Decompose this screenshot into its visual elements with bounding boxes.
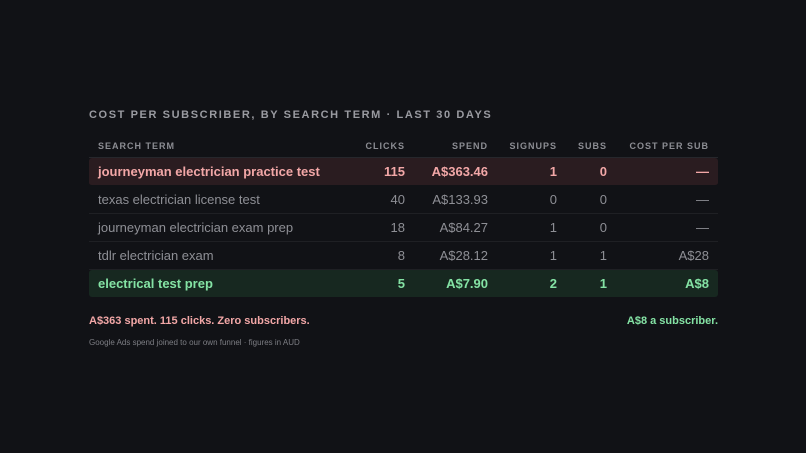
column-header-spend: SPEND (414, 135, 497, 158)
cell-search-term: texas electrician license test (89, 186, 349, 214)
summary-bad: A$363 spent. 115 clicks. Zero subscriber… (89, 315, 310, 327)
cell-spend: A$133.93 (414, 186, 497, 214)
summary-line: A$363 spent. 115 clicks. Zero subscriber… (89, 314, 718, 328)
cell-signups: 1 (497, 158, 566, 186)
cell-clicks: 115 (349, 158, 414, 186)
cell-subs: 1 (566, 270, 616, 297)
summary-good: A$8 a subscriber. (626, 315, 718, 327)
cell-subs: 0 (566, 186, 616, 214)
column-header-subs: SUBS (566, 135, 616, 158)
table-row: journeyman electrician exam prep 18 A$84… (89, 214, 718, 242)
cell-signups: 1 (497, 214, 566, 242)
table-row-worst: journeyman electrician practice test 115… (89, 158, 718, 186)
table-header-row: SEARCH TERM CLICKS SPEND SIGNUPS SUBS CO… (89, 135, 718, 158)
cell-spend: A$363.46 (414, 158, 497, 186)
cell-clicks: 40 (349, 186, 414, 214)
cell-cost-per-sub: A$8 (616, 270, 718, 297)
cell-spend: A$84.27 (414, 214, 497, 242)
cell-signups: 0 (497, 186, 566, 214)
cell-subs: 1 (566, 242, 616, 270)
cell-subs: 0 (566, 214, 616, 242)
cell-search-term: electrical test prep (89, 270, 349, 297)
table-row: texas electrician license test 40 A$133.… (89, 186, 718, 214)
table-row: tdlr electrician exam 8 A$28.12 1 1 A$28 (89, 242, 718, 270)
column-header-clicks: CLICKS (349, 135, 414, 158)
report-title: COST PER SUBSCRIBER, BY SEARCH TERM · LA… (89, 109, 493, 121)
cell-signups: 1 (497, 242, 566, 270)
search-term-table: SEARCH TERM CLICKS SPEND SIGNUPS SUBS CO… (89, 135, 718, 297)
cell-cost-per-sub: — (616, 214, 718, 242)
cell-subs: 0 (566, 158, 616, 186)
cell-cost-per-sub: A$28 (616, 242, 718, 270)
cell-spend: A$7.90 (414, 270, 497, 297)
cell-search-term: journeyman electrician practice test (89, 158, 349, 186)
cell-clicks: 5 (349, 270, 414, 297)
column-header-search-term: SEARCH TERM (89, 135, 349, 158)
column-header-signups: SIGNUPS (497, 135, 566, 158)
cell-cost-per-sub: — (616, 158, 718, 186)
footnote: Google Ads spend joined to our own funne… (89, 338, 300, 347)
table-row-best: electrical test prep 5 A$7.90 2 1 A$8 (89, 270, 718, 297)
report-panel: COST PER SUBSCRIBER, BY SEARCH TERM · LA… (89, 109, 718, 348)
column-header-cost-per-sub: COST PER SUB (616, 135, 718, 158)
cell-clicks: 8 (349, 242, 414, 270)
cell-signups: 2 (497, 270, 566, 297)
cell-cost-per-sub: — (616, 186, 718, 214)
cell-spend: A$28.12 (414, 242, 497, 270)
cell-search-term: journeyman electrician exam prep (89, 214, 349, 242)
cell-clicks: 18 (349, 214, 414, 242)
cell-search-term: tdlr electrician exam (89, 242, 349, 270)
